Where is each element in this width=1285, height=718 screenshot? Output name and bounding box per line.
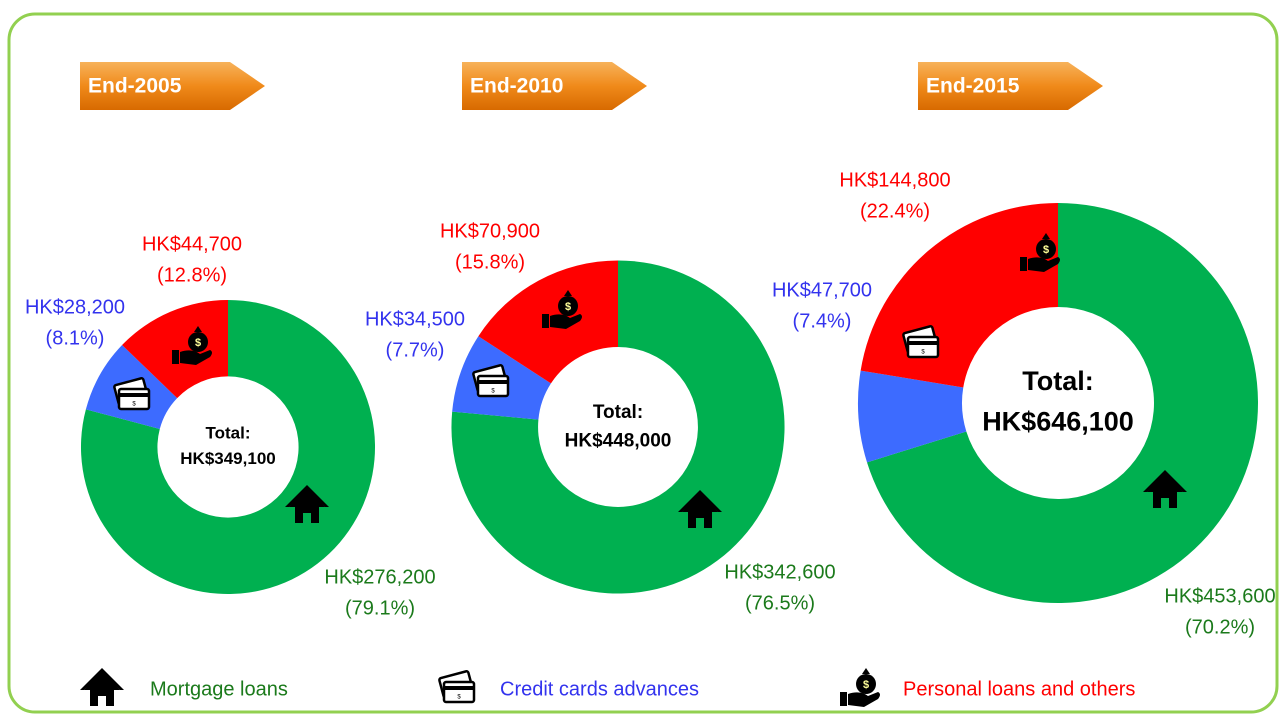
legend-label: Credit cards advances: [500, 678, 699, 700]
value-label: HK$276,200: [324, 566, 435, 588]
percent-label: (8.1%): [46, 327, 105, 349]
chart-title: End-2010: [470, 75, 563, 98]
percent-label: (12.8%): [157, 264, 227, 286]
donut-slice: [858, 370, 967, 463]
value-label: HK$70,900: [440, 220, 540, 242]
percent-label: (70.2%): [1185, 616, 1255, 638]
percent-label: (76.5%): [745, 592, 815, 614]
value-label: HK$144,800: [839, 169, 950, 191]
chart-title: End-2005: [88, 75, 182, 98]
title-badge: [918, 62, 1103, 110]
total-label: Total:: [593, 402, 643, 423]
donut-chart: End-2005 HK$276,200 (79.1%) HK$28,200 (8.1%)…: [25, 62, 436, 619]
value-label: HK$453,600: [1164, 585, 1275, 607]
title-badge: [462, 62, 647, 110]
legend: Mortgage loans Credit cards advances Per…: [80, 668, 1135, 707]
total-value: HK$646,100: [982, 406, 1134, 436]
chart-title: End-2015: [926, 75, 1020, 98]
percent-label: (79.1%): [345, 597, 415, 619]
title-badge: [80, 62, 265, 110]
percent-label: (22.4%): [860, 200, 930, 222]
percent-label: (7.7%): [386, 339, 445, 361]
value-label: HK$44,700: [142, 233, 242, 255]
donut-chart: End-2015 HK$453,600 (70.2%) HK$47,700 (7.4%)…: [772, 62, 1276, 638]
total-label: Total:: [205, 424, 250, 443]
percent-label: (15.8%): [455, 251, 525, 273]
value-label: HK$34,500: [365, 308, 465, 330]
total-value: HK$349,100: [180, 449, 275, 468]
value-label: HK$342,600: [724, 561, 835, 583]
value-label: HK$47,700: [772, 279, 872, 301]
legend-label: Personal loans and others: [903, 678, 1135, 700]
donut-slice: [122, 299, 228, 399]
percent-label: (7.4%): [793, 310, 852, 332]
donut-chart: End-2010 HK$342,600 (76.5%) HK$34,500 (7.7%)…: [365, 62, 836, 614]
total-value: HK$448,000: [565, 430, 672, 451]
total-label: Total:: [1022, 366, 1093, 396]
value-label: HK$28,200: [25, 296, 125, 318]
legend-label: Mortgage loans: [150, 678, 288, 700]
